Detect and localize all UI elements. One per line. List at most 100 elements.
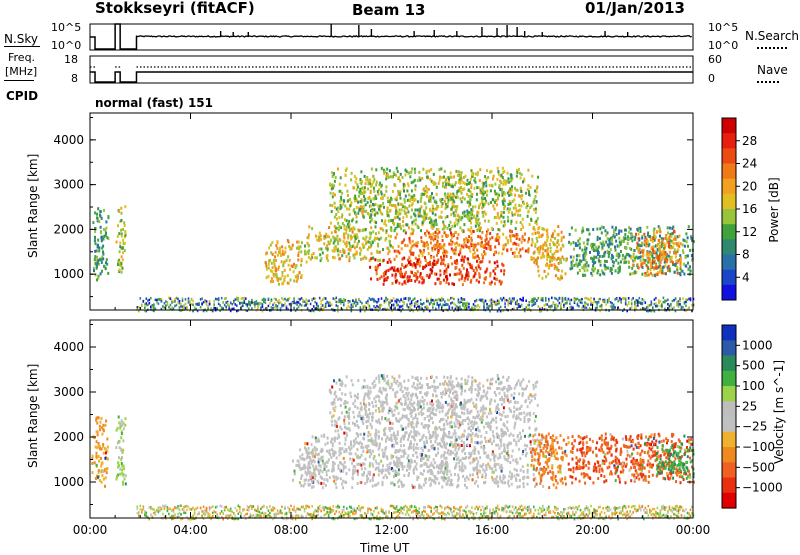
- power-ground-scatter-cell: [587, 298, 589, 301]
- power-echo-cell: [467, 278, 469, 281]
- velocity-ground-scatter-cell: [228, 515, 230, 518]
- velocity-ground-scatter-cell: [144, 514, 146, 517]
- power-echo-cell: [107, 272, 109, 275]
- power-echo-cell: [411, 252, 413, 255]
- power-echo-cell: [434, 282, 436, 285]
- power-echo-cell: [271, 277, 273, 280]
- power-ground-scatter-cell: [143, 300, 145, 303]
- power-echo-cell: [105, 261, 107, 264]
- velocity-ground-scatter-cell: [471, 506, 473, 509]
- power-ground-scatter-cell: [568, 298, 570, 301]
- power-echo-cell: [485, 252, 487, 255]
- power-echo-cell: [632, 264, 634, 267]
- power-ground-scatter-cell: [632, 297, 634, 300]
- power-echo-cell: [520, 187, 522, 190]
- power-echo-cell: [414, 171, 416, 174]
- velocity-ground-scatter-cell: [542, 510, 544, 513]
- velocity-ground-scatter-cell: [399, 509, 401, 512]
- power-ground-scatter-cell: [373, 305, 375, 308]
- velocity-ground-scatter-cell: [346, 513, 348, 516]
- power-echo-cell: [590, 244, 592, 247]
- power-echo-cell: [383, 222, 385, 225]
- power-echo-cell: [568, 241, 570, 244]
- power-echo-cell: [355, 181, 357, 184]
- power-echo-cell: [290, 279, 292, 282]
- velocity-ground-scatter-cell: [280, 510, 282, 513]
- power-echo-cell: [489, 272, 491, 275]
- power-echo-cell: [555, 250, 557, 253]
- power-echo-cell: [449, 228, 451, 231]
- power-echo-cell: [615, 249, 617, 252]
- power-echo-cell: [665, 272, 667, 275]
- power-echo-cell: [641, 273, 643, 276]
- power-colorbar-swatch: [722, 224, 736, 240]
- power-echo-cell: [476, 212, 478, 215]
- power-echo-cell: [441, 205, 443, 208]
- power-echo-cell: [602, 272, 604, 275]
- velocity-ground-scatter-cell: [314, 509, 316, 512]
- velocity-ground-scatter-cell: [251, 515, 253, 518]
- power-ground-scatter-cell: [251, 299, 253, 302]
- power-ground-scatter-cell: [262, 303, 264, 306]
- power-echo-cell: [428, 252, 430, 255]
- power-echo-cell: [494, 190, 496, 193]
- power-echo-cell: [430, 200, 432, 203]
- velocity-ground-scatter-cell: [405, 505, 407, 508]
- power-echo-cell: [599, 227, 601, 230]
- power-echo-cell: [98, 259, 100, 262]
- power-echo-cell: [341, 254, 343, 257]
- power-echo-cell: [636, 242, 638, 245]
- power-ground-scatter-cell: [328, 302, 330, 305]
- power-ground-scatter-cell: [648, 306, 650, 309]
- power-echo-cell: [372, 203, 374, 206]
- power-echo-cell: [478, 206, 480, 209]
- power-echo-cell: [389, 203, 391, 206]
- power-echo-cell: [604, 268, 606, 271]
- power-echo-cell: [591, 248, 593, 251]
- power-echo-cell: [371, 210, 373, 213]
- power-echo-cell: [457, 272, 459, 275]
- power-ground-scatter-cell: [563, 298, 565, 301]
- power-echo-cell: [485, 181, 487, 184]
- power-echo-cell: [388, 176, 390, 179]
- power-echo-cell: [500, 214, 502, 217]
- power-echo-cell: [473, 215, 475, 218]
- power-echo-cell: [404, 201, 406, 204]
- velocity-ground-scatter-cell: [161, 507, 163, 510]
- power-ground-scatter-cell: [420, 303, 422, 306]
- power-ground-scatter-cell: [275, 298, 277, 301]
- power-echo-cell: [482, 203, 484, 206]
- power-echo-cell: [534, 251, 536, 254]
- power-ground-scatter-cell: [200, 306, 202, 309]
- power-echo-cell: [347, 194, 349, 197]
- power-echo-cell: [102, 245, 104, 248]
- power-ground-scatter-cell: [244, 297, 246, 300]
- power-echo-cell: [348, 208, 350, 211]
- power-echo-cell: [122, 258, 124, 261]
- power-echo-cell: [532, 240, 534, 243]
- velocity-ground-scatter-cell: [301, 514, 303, 517]
- power-echo-cell: [536, 200, 538, 203]
- power-ground-scatter-cell: [652, 306, 654, 309]
- power-echo-cell: [615, 259, 617, 262]
- power-ground-scatter-cell: [149, 299, 151, 302]
- velocity-ground-scatter-cell: [310, 513, 312, 516]
- power-echo-cell: [368, 182, 370, 185]
- velocity-ground-scatter-cell: [409, 509, 411, 512]
- power-echo-cell: [417, 179, 419, 182]
- power-ground-scatter-cell: [601, 305, 603, 308]
- power-ground-scatter-cell: [614, 298, 616, 301]
- power-ground-scatter-cell: [313, 297, 315, 300]
- velocity-ground-scatter-cell: [299, 509, 301, 512]
- velocity-ground-scatter-cell: [459, 515, 461, 518]
- power-echo-cell: [383, 272, 385, 275]
- power-echo-cell: [343, 200, 345, 203]
- power-echo-cell: [573, 256, 575, 259]
- power-echo-cell: [435, 213, 437, 216]
- power-echo-cell: [409, 200, 411, 203]
- power-echo-cell: [361, 187, 363, 190]
- power-ground-scatter-cell: [494, 303, 496, 306]
- power-ground-scatter-cell: [640, 302, 642, 305]
- power-ground-scatter-cell: [575, 298, 577, 301]
- power-ground-scatter-cell: [441, 300, 443, 303]
